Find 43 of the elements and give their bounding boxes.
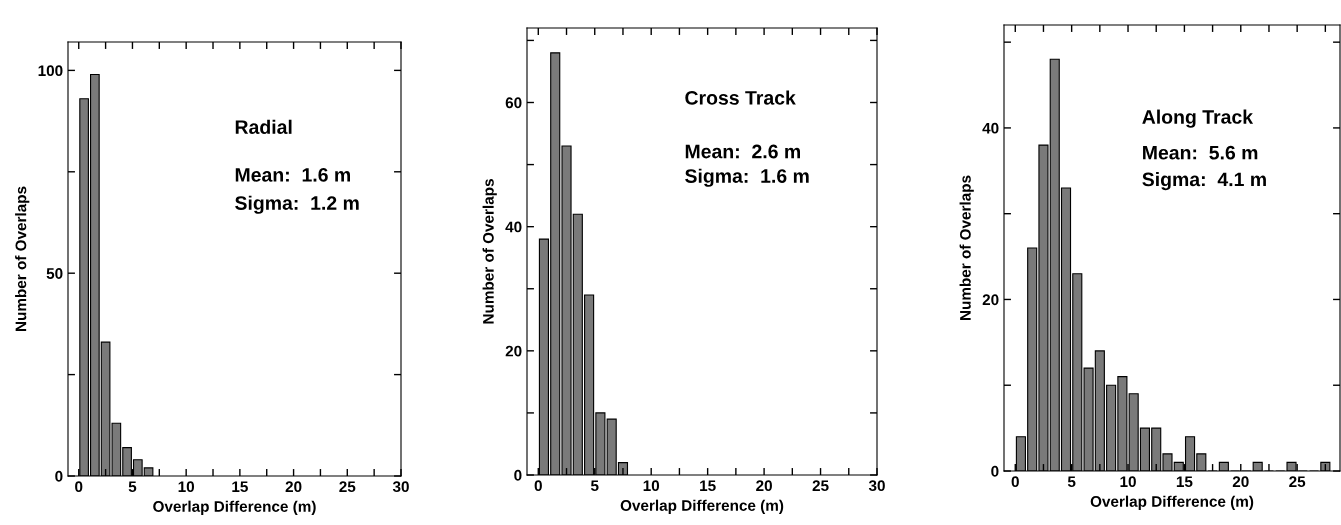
y-tick-label: 40 (505, 221, 522, 233)
x-tick-label: 0 (1011, 476, 1019, 488)
x-tick-label: 25 (1289, 476, 1306, 488)
y-axis-title: Number of Overlaps (482, 179, 497, 324)
x-tick-label: 25 (339, 481, 356, 493)
x-tick-label: 10 (1120, 476, 1136, 488)
x-tick-label: 5 (1067, 476, 1076, 488)
annotation: Sigma: 1.2 m (235, 195, 359, 214)
annotation: Sigma: 4.1 m (1142, 171, 1266, 191)
annotation: Cross Track (685, 90, 796, 105)
x-tick-label: 15 (232, 481, 248, 493)
annotation: Mean: 2.6 m (685, 144, 800, 159)
x-tick-label: 0 (534, 480, 542, 492)
x-tick-label: 20 (1232, 476, 1249, 488)
x-axis-title: Overlap Difference (m) (620, 499, 784, 514)
x-axis-title: Overlap Difference (m) (153, 500, 316, 515)
x-tick-label: 0 (75, 481, 83, 493)
y-tick-label: 40 (982, 122, 999, 134)
x-tick-label: 10 (178, 481, 195, 493)
x-tick-label: 15 (700, 480, 716, 492)
y-tick-label: 20 (982, 294, 999, 306)
x-tick-label: 25 (812, 480, 829, 492)
y-axis-title: Number of Overlaps (15, 186, 30, 331)
x-tick-label: 20 (285, 481, 302, 493)
annotation: Along Track (1142, 109, 1254, 128)
y-tick-label: 60 (505, 97, 522, 109)
x-tick-label: 30 (868, 480, 885, 492)
y-tick-label: 50 (46, 268, 63, 279)
annotation: Radial (235, 119, 292, 135)
annotation: Mean: 5.6 m (1143, 145, 1258, 160)
y-tick-label: 0 (991, 465, 999, 477)
x-tick-label: 5 (128, 481, 137, 493)
x-tick-label: 15 (1176, 476, 1193, 488)
x-tick-label: 30 (392, 481, 409, 493)
x-tick-label: 10 (643, 480, 660, 492)
x-tick-label: 20 (756, 480, 772, 492)
y-tick-label: 20 (505, 345, 522, 357)
x-tick-label: 5 (590, 480, 599, 492)
annotation: Sigma: 1.6 m (685, 168, 809, 187)
y-tick-label: 100 (38, 65, 63, 77)
x-axis-title: Overlap Difference (m) (1090, 495, 1254, 510)
y-axis-title: Number of Overlaps (959, 175, 974, 320)
annotation: Mean: 1.6 m (235, 167, 350, 182)
